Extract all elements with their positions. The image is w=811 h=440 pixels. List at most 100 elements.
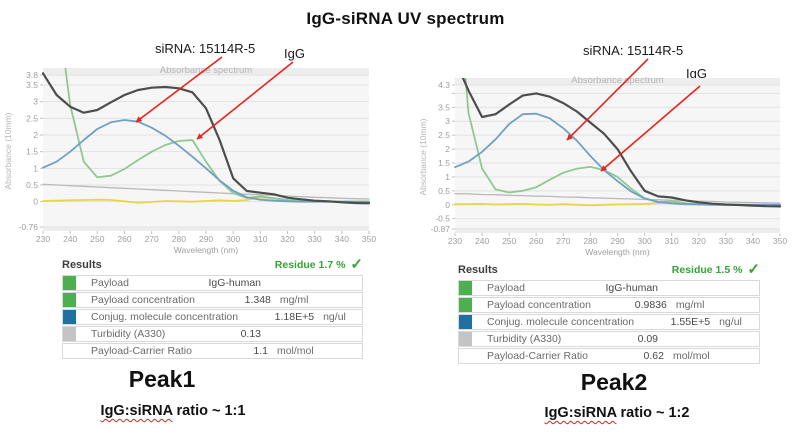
x-tick-label: 270 [145,234,159,244]
row-value: 1.1 [253,345,268,357]
row-value: 0.9836 [634,299,667,311]
x-tick-label: 290 [199,234,213,244]
row-label: Conjug. molecule concentration [91,311,239,323]
y-tick-label: 2 [445,144,450,154]
x-tick-label: 310 [665,236,679,246]
results-row: Payload concentration 1.348 mg/ml [62,292,363,308]
chart-title: Absorbance spectrum [160,65,252,76]
series-color-chip [63,310,76,324]
y-tick-label: -0.5 [435,214,450,224]
row-value: IgG-human [208,277,261,289]
row-label: Payload concentration [91,294,195,306]
row-value: 0.13 [240,328,261,340]
y-tick-label: 1 [33,163,38,173]
ratio2-label: IgG:siRNA ratio ~ 1:2 [545,405,690,421]
y-tick-label: 3.5 [26,80,38,90]
results-rows: Payload IgG-human Payload concentration 1.3… [62,275,363,359]
x-tick-label: 250 [90,234,104,244]
row-label: Payload [487,282,525,294]
y-tick-label: 0 [33,197,38,207]
results-header: Results Residue 1.5 % ✓ [458,261,760,278]
series-color-chip [459,349,472,363]
x-tick-label: 270 [556,236,570,246]
row-unit: mg/ml [279,294,309,306]
y-tick-label: 3 [445,116,450,126]
results-title: Results [458,264,498,276]
annotation-sirna-left: siRNA: 15114R-5 [155,41,256,56]
chart-title: Absorbance spectrum [571,75,663,86]
results-row: Turbidity (A330) 0.09 [458,331,760,347]
series-color-chip [63,344,76,358]
series-color-chip [459,281,472,295]
row-value: 1.348 [244,294,271,306]
ratio2-word: IgG:siRNA [544,405,617,421]
x-axis-label: Wavelength (nm) [174,245,239,255]
row-label: Payload [91,277,129,289]
row-unit: ng/ul [323,311,346,323]
y-tick-label: 3.5 [438,102,450,112]
x-tick-label: 250 [502,236,516,246]
y-tick-label: 1.5 [26,147,38,157]
y-tick-label: 0.5 [26,180,38,190]
row-value: 1.55E+5 [670,316,711,328]
series-color-chip [459,315,472,329]
ratio1-rest: ratio ~ 1:1 [172,403,246,419]
series-color-chip [63,327,76,341]
results-header: Results Residue 1.7 % ✓ [62,256,363,273]
plot-bottom-band [43,227,369,231]
x-tick-label: 330 [719,236,733,246]
annotation-igg-left: IgG [284,46,305,61]
series-line-turbidity-baseline [454,192,781,204]
x-tick-label: 240 [475,236,489,246]
row-label: Payload-Carrier Ratio [487,350,588,362]
row-value: IgG-human [605,282,658,294]
row-label: Turbidity (A330) [91,328,166,340]
residue-badge: Residue 1.5 % ✓ [671,261,760,278]
x-tick-label: 310 [253,234,267,244]
ratio1-word: IgG:siRNA [100,403,173,419]
x-tick-label: 230 [448,236,462,246]
x-tick-label: 350 [362,234,376,244]
x-tick-label: 350 [773,236,787,246]
row-unit: ng/ul [719,316,742,328]
y-tick-label: 4.3 [438,80,450,90]
x-tick-label: 320 [280,234,294,244]
row-unit: mg/ml [675,299,705,311]
x-tick-label: 260 [117,234,131,244]
x-tick-label: 340 [746,236,760,246]
series-color-chip [459,332,472,346]
y-tick-label: 2.5 [26,113,38,123]
x-tick-label: 320 [692,236,706,246]
row-value: 1.18E+5 [274,311,315,323]
series-color-chip [63,293,76,307]
x-tick-label: 260 [529,236,543,246]
x-axis-label: Wavelength (nm) [585,247,650,257]
results-panel-peak2: Results Residue 1.5 % ✓ Payload IgG-human… [458,261,760,365]
x-tick-label: 230 [36,234,50,244]
plot-bottom-band [455,229,780,233]
row-unit: mol/mol [276,345,314,357]
results-title: Results [62,259,102,271]
row-label: Turbidity (A330) [487,333,562,345]
row-label: Payload-Carrier Ratio [91,345,192,357]
ratio1-label: IgG:siRNA ratio ~ 1:1 [101,403,246,419]
y-tick-label: 2 [33,130,38,140]
uv-chart-peak2: 4.3 3.5 3 2.5 2 1.5 1 0.5 0 -0.5-0.87 230 240 250 260… [418,75,787,257]
x-tick-label: 290 [610,236,624,246]
check-icon: ✓ [350,256,363,273]
results-row: Payload IgG-human [62,275,363,291]
row-value: 0.62 [643,350,664,362]
x-tick-label: 340 [335,234,349,244]
ratio2-rest: ratio ~ 1:2 [616,405,690,421]
residue-text: Residue 1.5 % [671,264,743,276]
y-tick-label: 2.5 [438,130,450,140]
check-icon: ✓ [747,261,760,278]
x-tick-label: 330 [308,234,322,244]
y-axis-label: Absorbance (10mm) [418,118,428,195]
results-row: Payload-Carrier Ratio 1.1 mol/mol [62,343,363,359]
page-title: IgG-siRNA UV spectrum [306,9,505,28]
plot-background [455,78,780,233]
series-color-chip [459,298,472,312]
peak2-label: Peak2 [580,369,648,395]
